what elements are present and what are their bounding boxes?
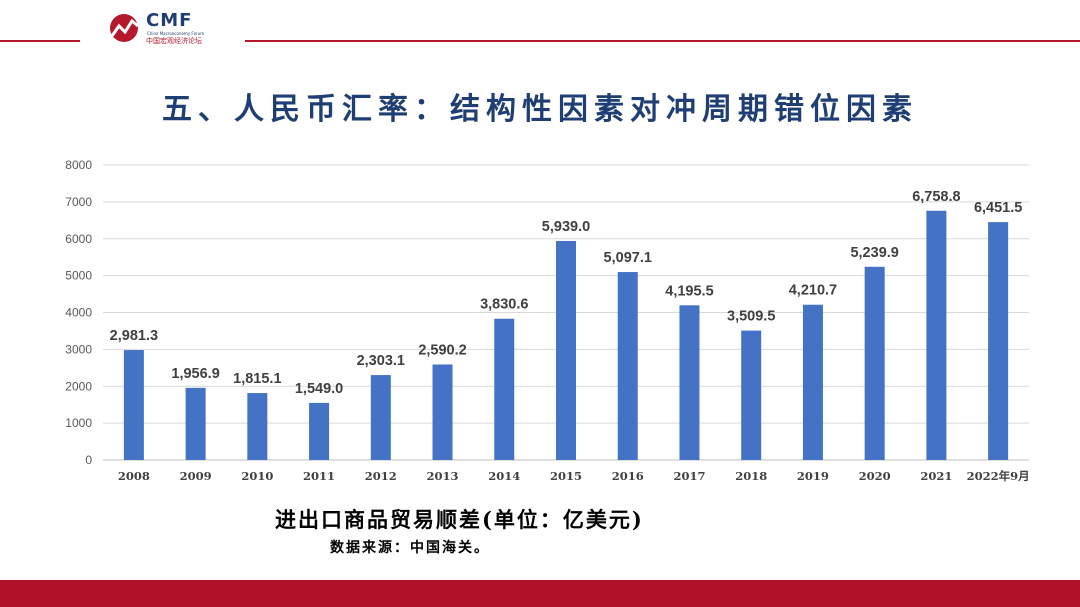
y-tick-label: 7000 xyxy=(65,195,92,209)
logo-chinese-text: 中国宏观经济论坛 xyxy=(146,37,202,45)
data-label: 2,590.2 xyxy=(418,342,466,358)
bar xyxy=(741,330,762,460)
data-label: 2,303.1 xyxy=(357,353,405,369)
chart-caption: 进出口商品贸易顺差(单位：亿美元) xyxy=(275,507,644,532)
trade-surplus-bar-chart: 0 1000 2000 3000 4000 5000 6000 7000 8000 2,981.… xyxy=(65,158,1030,483)
y-tick-label: 4000 xyxy=(65,306,92,320)
data-source-note: 数据来源：中国海关。 xyxy=(330,540,490,556)
logo-english-text: China Macroeconomy Forum xyxy=(147,31,205,36)
x-tick-label: 2011 xyxy=(303,469,335,483)
bar xyxy=(494,318,515,460)
y-tick-label: 5000 xyxy=(65,269,92,283)
bar xyxy=(309,402,330,460)
data-label: 1,549.0 xyxy=(295,381,343,397)
data-label: 2,981.3 xyxy=(110,328,158,344)
slide-title: 五、人民币汇率：结构性因素对冲周期错位因素 xyxy=(162,92,918,127)
x-tick-label: 2022年9月 xyxy=(967,469,1030,483)
x-tick-label: 2014 xyxy=(488,469,520,483)
bar xyxy=(370,375,391,460)
x-tick-label: 2016 xyxy=(612,469,644,483)
y-tick-label: 2000 xyxy=(65,379,92,393)
x-tick-label: 2012 xyxy=(365,469,397,483)
bar xyxy=(556,240,576,460)
x-tick-label: 2010 xyxy=(241,469,273,483)
x-tick-label: 2009 xyxy=(180,469,212,483)
header-rule-left xyxy=(0,40,80,42)
x-tick-label: 2019 xyxy=(797,469,829,483)
y-tick-label: 8000 xyxy=(65,158,92,172)
cmf-logo-icon xyxy=(110,14,139,42)
chart-y-axis: 0 1000 2000 3000 4000 5000 6000 7000 8000 xyxy=(65,158,92,467)
bar xyxy=(679,305,700,460)
data-label: 1,815.1 xyxy=(233,371,281,387)
chart-data-labels: 2,981.3 1,956.9 1,815.1 1,549.0 2,303.1 2,590… xyxy=(110,189,1023,397)
data-label: 4,210.7 xyxy=(789,283,837,299)
x-tick-label: 2021 xyxy=(920,469,952,483)
y-tick-label: 1000 xyxy=(65,416,92,430)
y-tick-label: 0 xyxy=(85,453,92,467)
chart-x-axis: 2008 2009 2010 2011 2012 2013 2014 2015 2016 2017… xyxy=(118,469,1030,483)
header-rule-right xyxy=(245,40,1080,42)
footer-band xyxy=(0,580,1080,607)
x-tick-label: 2008 xyxy=(118,469,150,483)
data-label: 3,830.6 xyxy=(480,297,528,313)
x-tick-label: 2013 xyxy=(427,469,459,483)
data-label: 5,239.9 xyxy=(850,245,898,261)
data-label: 6,758.8 xyxy=(912,189,960,205)
y-tick-label: 3000 xyxy=(65,342,92,356)
bar xyxy=(617,272,638,460)
x-tick-label: 2017 xyxy=(673,469,705,483)
bar xyxy=(864,266,885,460)
logo-brand-text: CMF xyxy=(146,10,193,31)
bar xyxy=(432,364,453,460)
x-tick-label: 2020 xyxy=(859,469,891,483)
data-label: 4,195.5 xyxy=(665,283,713,299)
y-tick-label: 6000 xyxy=(65,232,92,246)
bar xyxy=(926,210,947,460)
x-tick-label: 2015 xyxy=(550,469,582,483)
bar xyxy=(988,222,1009,460)
bar xyxy=(802,304,823,460)
data-label: 5,097.1 xyxy=(604,250,652,266)
cmf-logo: CMF China Macroeconomy Forum 中国宏观经济论坛 xyxy=(108,10,228,46)
bar xyxy=(185,387,206,460)
bar xyxy=(247,393,268,460)
data-label: 3,509.5 xyxy=(727,309,775,325)
bar xyxy=(123,350,144,460)
x-tick-label: 2018 xyxy=(735,469,767,483)
data-label: 1,956.9 xyxy=(171,366,219,382)
chart-bars xyxy=(123,210,1009,460)
data-label: 6,451.5 xyxy=(974,200,1022,216)
data-label: 5,939.0 xyxy=(542,219,590,235)
